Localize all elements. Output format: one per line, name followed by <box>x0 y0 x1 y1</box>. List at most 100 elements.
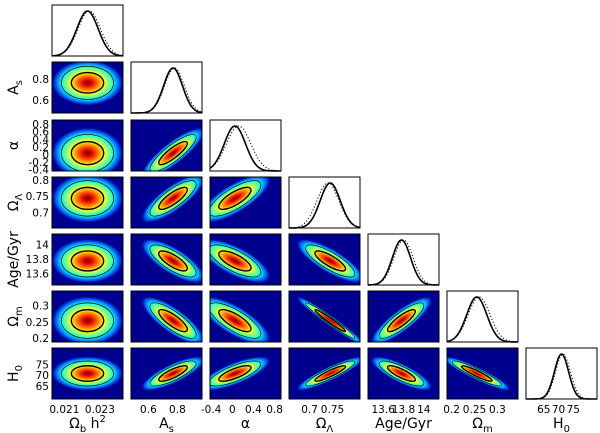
density-fill <box>140 127 202 171</box>
joint-density <box>140 177 202 223</box>
panel-age-age <box>367 233 440 286</box>
joint-frame <box>367 347 440 400</box>
joint-density <box>140 238 202 284</box>
joint-density <box>210 177 271 223</box>
joint-density <box>295 356 360 391</box>
marginal-frame <box>130 61 203 114</box>
joint-density <box>52 296 123 342</box>
density-fill <box>52 127 123 171</box>
contour-1sigma <box>314 308 347 333</box>
contour-1sigma <box>70 140 105 166</box>
density-fill <box>52 356 123 391</box>
x-tick-Omm-0: 0.2 <box>443 404 460 416</box>
marginal-bg <box>52 5 123 56</box>
y-tick-As-1: 0.8 <box>32 74 49 86</box>
contour-2sigma <box>305 360 356 387</box>
joint-density <box>295 296 360 342</box>
x-axis-label-Omm: Ωm <box>472 416 492 433</box>
density-fill <box>210 238 271 284</box>
marginal-frame <box>209 119 282 172</box>
x-tick-alpha-3: 0.8 <box>266 404 283 416</box>
x-tick-Omm-2: 0.3 <box>489 404 506 416</box>
joint-frame <box>209 176 282 229</box>
joint-frame <box>209 347 282 400</box>
marginal-curve-Omm <box>446 296 518 343</box>
x-axis-label-H0: H0 <box>553 416 570 433</box>
panel-H0-As <box>130 347 203 400</box>
marginal-curve-OmL <box>289 182 361 229</box>
contour-1sigma <box>218 308 252 333</box>
marginal-curve-ombh2 <box>51 10 124 57</box>
y-axis-label-age: Age/Gyr <box>6 231 22 288</box>
y-tick-Omm-2: 0.2 <box>32 333 49 345</box>
x-tick-As-1: 0.8 <box>169 404 186 416</box>
panel-age-As <box>130 233 203 286</box>
joint-frame <box>288 347 361 400</box>
marginal-curve-age <box>367 239 439 286</box>
joint-frame <box>209 233 282 286</box>
panel-ombh2-ombh2 <box>51 4 124 57</box>
y-tick-alpha-6: -0.4 <box>29 165 50 177</box>
joint-frame <box>130 347 203 400</box>
contour-1sigma <box>70 365 105 382</box>
x-axis-label-age: Age/Gyr <box>375 416 432 432</box>
joint-frame <box>51 347 124 400</box>
marginal-bg <box>526 348 597 399</box>
contour-2sigma <box>210 244 262 278</box>
contour-2sigma <box>61 360 114 387</box>
x-tick-alpha-1: 0 <box>229 404 236 416</box>
contour-1sigma <box>218 365 252 382</box>
y-tick-OmL-0: 0.8 <box>32 175 49 187</box>
marginal-frame <box>367 233 440 286</box>
y-tick-alpha-3: 0.2 <box>32 142 49 154</box>
joint-density <box>52 177 123 223</box>
density-fill <box>370 296 433 342</box>
y-axis-label-OmL: ΩΛ <box>6 194 25 212</box>
density-fill <box>210 177 271 223</box>
contour-1sigma <box>386 365 417 382</box>
panel-age-ombh2 <box>51 233 124 286</box>
x-tick-OmL-1: 0.75 <box>321 404 344 416</box>
panel-As-As <box>130 61 203 114</box>
contour-2sigma <box>210 302 262 339</box>
y-tick-age-0: 14 <box>36 239 50 251</box>
y-tick-alpha-1: 0.6 <box>32 127 49 139</box>
panel-H0-H0 <box>525 347 598 400</box>
y-tick-alpha-4: 0 <box>42 150 49 162</box>
contour-2sigma <box>149 244 197 278</box>
panel-age-alpha <box>209 233 282 286</box>
joint-density <box>52 356 123 391</box>
density-fill <box>52 62 123 106</box>
joint-density <box>447 356 512 391</box>
joint-density <box>140 356 202 391</box>
contour-1sigma <box>158 365 189 382</box>
density-fill <box>447 356 512 391</box>
y-axis-label-As: As <box>6 80 25 95</box>
x-tick-H0-2: 75 <box>567 404 580 416</box>
panel-OmL-ombh2 <box>51 176 124 229</box>
joint-density <box>210 238 271 284</box>
density-fill <box>295 238 360 284</box>
density-fill <box>52 238 123 284</box>
contour-2sigma <box>451 360 502 387</box>
density-fill <box>295 356 360 391</box>
y-axis-label-alpha: α <box>6 141 22 150</box>
joint-frame <box>130 290 203 343</box>
joint-density <box>370 356 433 391</box>
contour-2sigma <box>61 134 114 171</box>
marginal-frame <box>288 176 361 229</box>
marginal-frame <box>51 4 124 57</box>
joint-frame <box>51 176 124 229</box>
contour-2sigma <box>305 244 356 278</box>
contour-2sigma <box>61 65 114 100</box>
y-tick-age-1: 13.8 <box>26 254 49 266</box>
joint-density <box>210 296 271 342</box>
joint-density <box>210 356 271 391</box>
y-tick-OmL-1: 0.75 <box>26 191 49 203</box>
joint-density <box>370 296 433 342</box>
panel-Omm-age <box>367 290 440 343</box>
joint-frame <box>130 176 203 229</box>
contour-1sigma <box>70 250 105 272</box>
marginal-curve-dotted-Omm <box>446 296 519 343</box>
